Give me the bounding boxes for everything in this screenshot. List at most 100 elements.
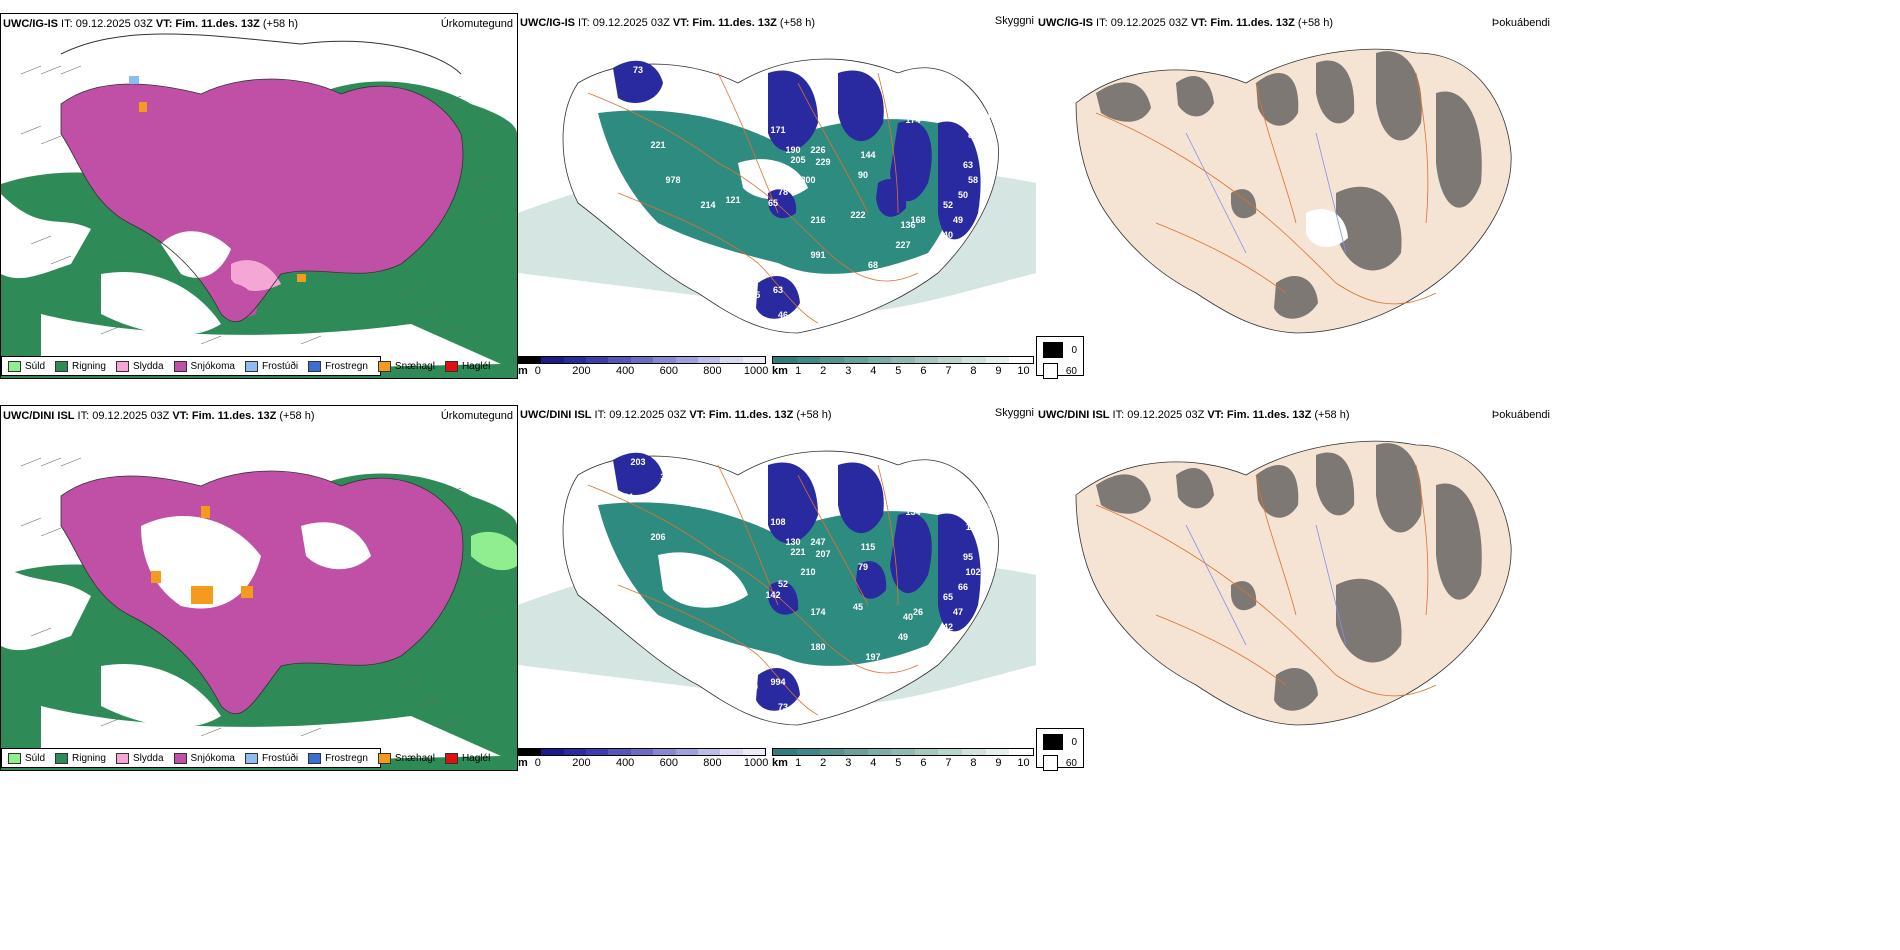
cloud-base-label: 108	[770, 517, 785, 527]
colorbar-tick: 7	[945, 757, 952, 769]
legend-swatch	[308, 752, 322, 764]
cloud-base-label: 90	[858, 170, 868, 180]
cloud-base-label: 39	[983, 502, 993, 512]
legend-label: Súld	[25, 360, 46, 372]
cloud-base-label: 86	[888, 482, 898, 492]
colorbar-swatch	[867, 749, 892, 755]
cloud-base-label: 895	[740, 310, 755, 320]
colorbar-swatch	[914, 749, 939, 755]
legend-label: Súld	[25, 752, 46, 764]
cloud-base-label: 40	[943, 230, 953, 240]
legend-label: Snæhagl	[394, 752, 435, 764]
field-name: Þokuábendi	[1491, 409, 1550, 421]
init-time: IT: 09.12.2025 03Z	[58, 18, 156, 30]
ceiling-colorbar-ticks: 0 200 400 600 800 1000	[518, 756, 769, 770]
colorbar-swatch	[697, 357, 721, 363]
cloud-base-label: 174	[905, 115, 920, 125]
cloud-base-label: 197	[865, 652, 880, 662]
cloud-base-label: 360	[895, 80, 910, 90]
cloud-base-label: 60	[978, 145, 988, 155]
cloud-base-label: 83	[803, 280, 813, 290]
cloud-base-label: 218	[800, 672, 815, 682]
cloud-base-label: 144	[860, 150, 875, 160]
lead-time: (+58 h)	[1294, 17, 1334, 29]
legend-label: Frostúði	[261, 360, 299, 372]
cloud-base-label: 171	[770, 125, 785, 135]
model-name: UWC/IG-IS	[1038, 17, 1093, 29]
colorbar-swatch	[563, 357, 587, 363]
visibility-unit: km	[772, 365, 788, 377]
init-time: IT: 09.12.2025 03Z	[74, 410, 173, 422]
colorbar-tick: 6	[920, 365, 927, 377]
cloud-base-label: 68	[868, 260, 878, 270]
cloud-base-label: 103	[700, 592, 715, 602]
colorbar-tick: 1000	[743, 365, 769, 377]
colorbar-swatch	[773, 749, 797, 755]
ceiling-unit: m	[518, 365, 528, 377]
cloud-base-label: 70	[603, 452, 613, 462]
colorbar-swatch	[653, 357, 676, 363]
visibility-colorbar-swatches	[772, 356, 1034, 364]
wind-barbs	[20, 457, 502, 737]
precip-type-panel-ig: UWC/IG-IS IT: 09.12.2025 03Z VT: Fim. 11…	[0, 13, 518, 379]
model-name: UWC/DINI ISL	[520, 409, 592, 421]
colorbar-swatch	[630, 357, 654, 363]
cloud-vis-panel-ig: UWC/IG-IS IT: 09.12.2025 03Z VT: Fim. 11…	[518, 13, 1036, 379]
field-name: Skyggni	[994, 15, 1034, 27]
legend-item: Snjókoma	[173, 360, 235, 372]
cloud-base-label: 66	[958, 582, 968, 592]
cloud-vis-map-dini	[518, 450, 1036, 726]
field-name: Úrkomutegund	[440, 410, 513, 422]
legend-swatch	[173, 752, 187, 764]
legend-item: Frostúði	[244, 360, 299, 372]
field-name: Úrkomutegund	[440, 18, 513, 30]
colorbar-tick: 2	[820, 757, 827, 769]
ceiling-colorbar-swatches	[518, 356, 766, 364]
colorbar-swatch	[563, 749, 587, 755]
visibility-colorbar: 1 2 3 4 5 6 7 8 9 10	[772, 356, 1034, 378]
cloud-base-label: 82	[933, 105, 943, 115]
init-time: IT: 09.12.2025 03Z	[591, 409, 690, 421]
colorbar-swatch	[541, 749, 564, 755]
cloud-base-label: 221	[790, 547, 805, 557]
cloud-base-label: 172	[895, 472, 910, 482]
colorbar-swatch	[796, 357, 821, 363]
visibility-colorbar: 1 2 3 4 5 6 7 8 9 10	[772, 748, 1034, 770]
cloud-base-label: 226	[810, 145, 825, 155]
legend-item: Súld	[8, 360, 46, 372]
fog-legend-row: 0	[1043, 342, 1077, 358]
colorbar-swatch	[608, 357, 631, 363]
valid-time: VT: Fim. 11.des. 13Z	[672, 17, 777, 29]
colorbar-tick: 600	[659, 757, 678, 769]
legend-label: Snjókoma	[190, 360, 235, 372]
colorbar-swatch	[962, 357, 986, 363]
legend-swatch	[8, 752, 21, 764]
cloud-base-label: 203	[630, 457, 645, 467]
legend-item: Slydda	[115, 752, 164, 764]
cloud-vis-panel-dini: UWC/DINI ISL IT: 09.12.2025 03Z VT: Fim.…	[518, 405, 1036, 771]
legend-item: Frostúði	[244, 752, 298, 764]
cloud-base-label: 207	[815, 549, 830, 559]
legend-swatch	[115, 360, 129, 372]
legend-swatch	[444, 360, 458, 372]
cloud-base-label: 45	[853, 602, 863, 612]
colorbar-tick: 800	[703, 365, 722, 377]
cloud-base-label: 214	[930, 497, 945, 507]
fog-map-ig	[1075, 48, 1512, 334]
fog-map-dini	[1075, 440, 1512, 726]
colorbar-swatch	[985, 749, 1010, 755]
fog-legend-label: 0	[1071, 344, 1077, 356]
legend-item: Rigning	[55, 360, 106, 372]
cloud-base-label: 314	[660, 472, 675, 482]
fog-legend-label: 0	[1071, 736, 1077, 748]
colorbar-tick: 4	[870, 757, 877, 769]
legend-item: Haglél	[444, 360, 490, 372]
cloud-base-label: 107	[600, 60, 615, 70]
colorbar-tick: 10	[1017, 757, 1030, 769]
colorbar-tick: 5	[895, 365, 902, 377]
lead-time: (+58 h)	[259, 18, 299, 30]
cloud-base-label: 193	[725, 587, 740, 597]
fog-legend-label: 60	[1065, 757, 1077, 769]
cloud-base-label: 800	[800, 175, 815, 185]
legend-item: Snæhagl	[377, 360, 435, 372]
